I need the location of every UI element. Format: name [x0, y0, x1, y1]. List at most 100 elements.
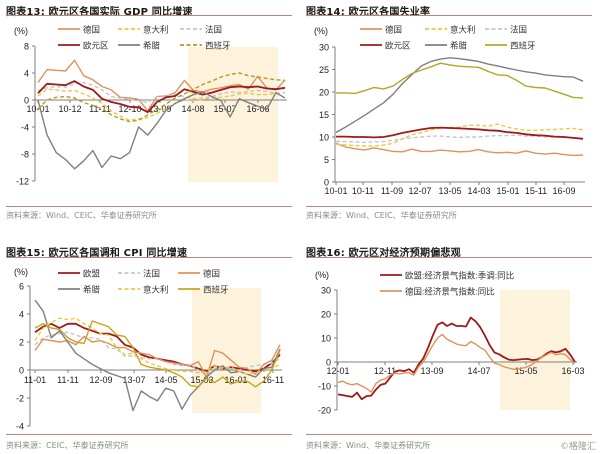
- shaded-period: [500, 290, 570, 410]
- x-tick-label: 16-01: [224, 375, 247, 385]
- y-unit-label: (%): [14, 26, 28, 36]
- chart-fig14: 0 5 10 15 20 25 30 (%) 10-01 10-11 11-09 12-07 13-05…: [314, 25, 585, 196]
- series-line-1: [337, 333, 576, 393]
- figure-15-title: 图表15: 欧元区各国调和 CPI 同比增速: [6, 248, 188, 259]
- series-line-0: [335, 142, 584, 157]
- y-tick-label: 25: [319, 65, 329, 75]
- y-tick-label: 15: [319, 110, 329, 120]
- y-tick-label: -20: [318, 406, 331, 416]
- legend-label: 法国: [143, 269, 160, 279]
- figure-14-title-rule: [306, 15, 592, 16]
- series-line-1: [37, 88, 286, 122]
- figure-13-title-rule: [6, 15, 292, 16]
- legend-label: 意大利: [143, 25, 169, 35]
- legend-label: 欧元区: [385, 41, 411, 51]
- x-tick-label: 15-05: [514, 366, 537, 376]
- y-tick-label: 2: [19, 338, 24, 348]
- x-tick-label: 14-07: [467, 366, 490, 376]
- shaded-period: [188, 47, 278, 182]
- legend-label: 法国: [510, 25, 527, 35]
- chart-fig13: -12 -8 -4 0 4 8 (%) 10-01 10-12 11-11 12-10 13-09 14…: [14, 25, 287, 187]
- legend-label: 西班牙: [205, 41, 231, 51]
- y-tick-label: 0: [324, 178, 329, 188]
- x-tick-label: 11-11: [57, 375, 79, 385]
- y-tick-label: 4: [24, 69, 29, 79]
- x-tick-label: 16-06: [246, 104, 269, 114]
- x-tick-label: 11-01: [24, 375, 46, 385]
- x-tick-label: 15-03: [190, 375, 213, 385]
- x-tick-label: 15-01: [496, 186, 519, 196]
- figure-13-title: 图表13: 欧元区各国实际 GDP 同比增速: [6, 7, 193, 18]
- y-tick-label: 6: [19, 282, 24, 292]
- legend-label: 欧盟: [83, 269, 101, 279]
- y-tick-label: 8: [24, 42, 29, 52]
- y-tick-label: 30: [319, 43, 329, 53]
- figure-16-source: 资料来源：Wind、华泰证券研究所: [306, 441, 431, 450]
- series-line-5: [336, 62, 584, 99]
- y-tick-label: 0: [326, 358, 331, 368]
- x-tick-label: 13-05: [438, 186, 461, 196]
- figure-14-title: 图表14: 欧元区各国失业率: [306, 7, 431, 18]
- series-line-5: [37, 72, 286, 123]
- y-tick-label: 20: [321, 310, 331, 320]
- y-tick-label: 30: [321, 286, 331, 296]
- x-tick-label: 13-09: [420, 366, 443, 376]
- x-tick-label: 15-11: [525, 186, 547, 196]
- figure-16-title-rule: [306, 257, 592, 258]
- series-line-1: [335, 123, 584, 147]
- x-tick-label: 12-10: [118, 104, 141, 114]
- legend-label: 德国: [83, 25, 100, 35]
- y-unit-label: (%): [314, 26, 328, 36]
- x-tick-label: 10-01: [26, 104, 49, 114]
- series-line-4: [37, 91, 286, 170]
- x-tick-label: 16-11: [262, 375, 284, 385]
- x-tick-label: 12-01: [326, 366, 349, 376]
- y-tick-label: 5: [324, 155, 329, 165]
- x-tick-label: 13-09: [148, 104, 171, 114]
- y-tick-label: 10: [321, 334, 331, 344]
- y-tick-label: -2: [16, 394, 24, 404]
- y-tick-label: 0: [19, 366, 24, 376]
- figure-15-title-rule: [6, 257, 292, 258]
- figure-13-source: 资料来源：Wind、CEIC、华泰证券研究所: [6, 211, 157, 220]
- y-unit-label: (%): [14, 267, 28, 277]
- figure-14-source: 资料来源：Wind、CEIC、华泰证券研究所: [306, 211, 457, 220]
- x-tick-label: 12-07: [408, 186, 431, 196]
- y-tick-label: -10: [318, 382, 331, 392]
- chart-fig16: -20 -10 0 10 20 30 (%) 12-01 12-11 13-09 14-07 15-0…: [315, 270, 585, 416]
- legend-label: 希腊: [83, 285, 101, 295]
- y-unit-label: (%): [315, 270, 329, 280]
- y-tick-label: 0: [24, 96, 29, 106]
- legend-label: 法国: [205, 25, 222, 35]
- series-line-4: [34, 317, 281, 375]
- x-tick-label: 13-07: [122, 375, 145, 385]
- legend-label: 德国: [203, 269, 220, 279]
- x-tick-label: 11-11: [89, 104, 111, 114]
- legend-label: 德国:经济景气指数:同比: [405, 287, 495, 297]
- series-line-2: [336, 134, 584, 144]
- figure-15-source: 资料来源：CEIC、华泰证券研究所: [6, 441, 129, 450]
- figure-16-title: 图表16: 欧元区对经济预期偏悲观: [306, 248, 461, 259]
- x-tick-label: 10-12: [58, 104, 81, 114]
- y-tick-label: 20: [319, 88, 329, 98]
- series-line-0: [337, 316, 576, 401]
- legend-label: 西班牙: [510, 41, 536, 51]
- series-line-2: [34, 335, 281, 378]
- figure-15-source-rule: [6, 434, 292, 435]
- legend-label: 西班牙: [203, 285, 229, 295]
- legend-label: 德国: [385, 25, 402, 35]
- y-tick-label: 10: [319, 133, 329, 143]
- legend-label: 意大利: [143, 285, 169, 295]
- x-tick-label: 14-08: [181, 104, 204, 114]
- series-line-3: [37, 80, 286, 114]
- x-tick-label: 16-09: [552, 186, 575, 196]
- legend-label: 欧盟:经济景气指数:季调:同比: [405, 271, 514, 281]
- figure-16-source-rule: [306, 434, 592, 435]
- y-tick-label: -8: [21, 150, 29, 160]
- series-line-4: [335, 57, 584, 134]
- legend-label: 希腊: [450, 41, 468, 51]
